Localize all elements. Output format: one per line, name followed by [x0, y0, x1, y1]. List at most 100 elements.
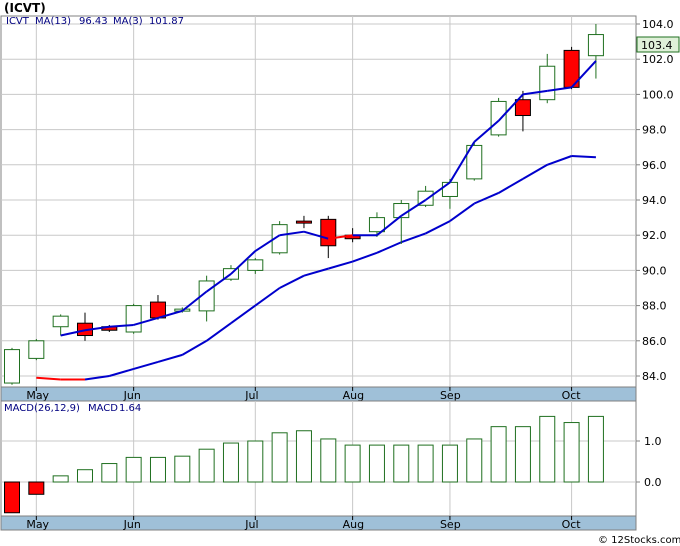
candle-body — [295, 220, 312, 224]
ma13-segment — [571, 155, 596, 159]
price-ytick-label: 94.0 — [642, 194, 667, 207]
ma3-segment — [279, 230, 305, 237]
price-ytick-label: 88.0 — [642, 300, 667, 313]
ma3-segment — [206, 273, 232, 293]
ma3-segment — [181, 290, 208, 312]
legend-symbol: ICVT — [6, 16, 30, 27]
ma13-segment — [206, 322, 232, 342]
price-ytick-label: 104.0 — [642, 18, 674, 31]
ma13-segment — [376, 241, 402, 254]
month-label: Sep — [440, 518, 461, 531]
macd-bar — [368, 444, 385, 483]
chart-title: (ICVT) — [4, 1, 46, 15]
ma13-segment — [279, 274, 305, 289]
month-label: Oct — [562, 518, 582, 531]
macd-bar — [28, 481, 45, 495]
ma3-segment — [449, 141, 476, 183]
price-month-labels: May Jun Jul Aug Sep Oct — [26, 387, 581, 402]
ma3-segment — [254, 234, 281, 252]
macd-bar — [539, 415, 556, 483]
ma13-segment — [498, 178, 524, 194]
macd-bar — [344, 444, 361, 483]
macd-legend-value: 1.64 — [119, 403, 141, 414]
ma3-segment — [497, 93, 524, 122]
ma13-line — [36, 155, 596, 381]
macd-bar — [271, 432, 288, 483]
candle-body — [514, 99, 531, 117]
candle-body — [441, 181, 458, 197]
candle — [295, 215, 312, 229]
candle-body — [28, 340, 45, 359]
macd-bar — [514, 426, 531, 483]
ma13-segment — [230, 304, 256, 325]
month-label: Aug — [343, 389, 364, 402]
legend-ma13-value: 96.43 — [79, 16, 108, 27]
month-label: Jul — [244, 389, 258, 402]
candle-body — [52, 315, 69, 328]
ma13-segment — [133, 360, 159, 370]
month-label: Jun — [123, 518, 141, 531]
macd-bar — [247, 440, 264, 483]
ma13-segment — [181, 339, 208, 356]
macd-bar — [295, 430, 312, 483]
price-ytick-label: 102.0 — [642, 53, 674, 66]
ma3-segment — [522, 89, 548, 96]
candle — [587, 24, 604, 79]
macd-bar — [563, 422, 580, 483]
price-ytick-label: 86.0 — [642, 335, 667, 348]
macd-bar — [441, 444, 458, 483]
macd-month-labels: May Jun Jul Aug Sep Oct — [26, 516, 581, 531]
month-label: Aug — [343, 518, 364, 531]
price-ytick-label: 98.0 — [642, 124, 667, 137]
macd-bar — [587, 415, 604, 483]
macd-y-axis: 0.0 1.0 — [636, 435, 662, 489]
ma3-segment — [157, 309, 183, 319]
macd-bar — [76, 469, 93, 483]
ma13-segment — [546, 155, 572, 166]
price-y-axis: 84.0 86.0 88.0 90.0 92.0 94.0 96.0 98.0 100.0 102… — [636, 18, 674, 383]
ma13-segment — [84, 375, 110, 381]
candle-body — [125, 305, 142, 333]
candle-body — [368, 217, 385, 233]
ma13-segment — [254, 287, 281, 307]
last-price-label: 103.4 — [641, 39, 673, 52]
ma3-segment — [400, 199, 427, 217]
price-ytick-label: 100.0 — [642, 88, 674, 101]
ma3-segment — [376, 215, 402, 236]
candle-body — [320, 218, 337, 247]
ma3-segment — [133, 316, 159, 326]
price-ytick-label: 84.0 — [642, 370, 667, 383]
legend-ma13-label: MA(13) — [35, 16, 71, 27]
ma13-segment — [449, 202, 475, 222]
candle — [247, 258, 264, 274]
macd-month-band — [0, 515, 637, 531]
candle-body — [4, 349, 20, 384]
ma3-segment — [84, 325, 110, 332]
ma3-segment — [303, 230, 329, 240]
candle — [28, 339, 45, 361]
macd-legend: MACD(26,12,9) MACD 1.64 — [4, 403, 141, 414]
ma13-segment — [425, 220, 451, 235]
macd-bar — [417, 444, 434, 483]
month-label: Jun — [123, 389, 141, 402]
macd-legend-name: MACD — [88, 403, 118, 414]
ma3-segment — [109, 323, 134, 328]
macd-ytick-label: 0.0 — [644, 476, 662, 489]
macd-bar — [149, 456, 166, 483]
ma13-segment — [328, 260, 353, 270]
candle — [271, 221, 288, 255]
ma13-segment — [522, 163, 548, 180]
legend-ma3-value: 101.87 — [149, 16, 184, 27]
ma3-segment — [547, 86, 572, 92]
ma13-segment — [352, 251, 378, 263]
price-month-band — [0, 386, 637, 402]
macd-bar — [174, 455, 191, 483]
month-label: Jul — [244, 518, 258, 531]
price-ytick-label: 90.0 — [642, 264, 667, 277]
macd-bar — [125, 456, 142, 483]
macd-bar — [198, 448, 215, 483]
ma3-segment — [230, 250, 256, 275]
ma13-segment — [109, 367, 134, 377]
macd-bar — [490, 426, 507, 483]
candle — [4, 347, 20, 385]
